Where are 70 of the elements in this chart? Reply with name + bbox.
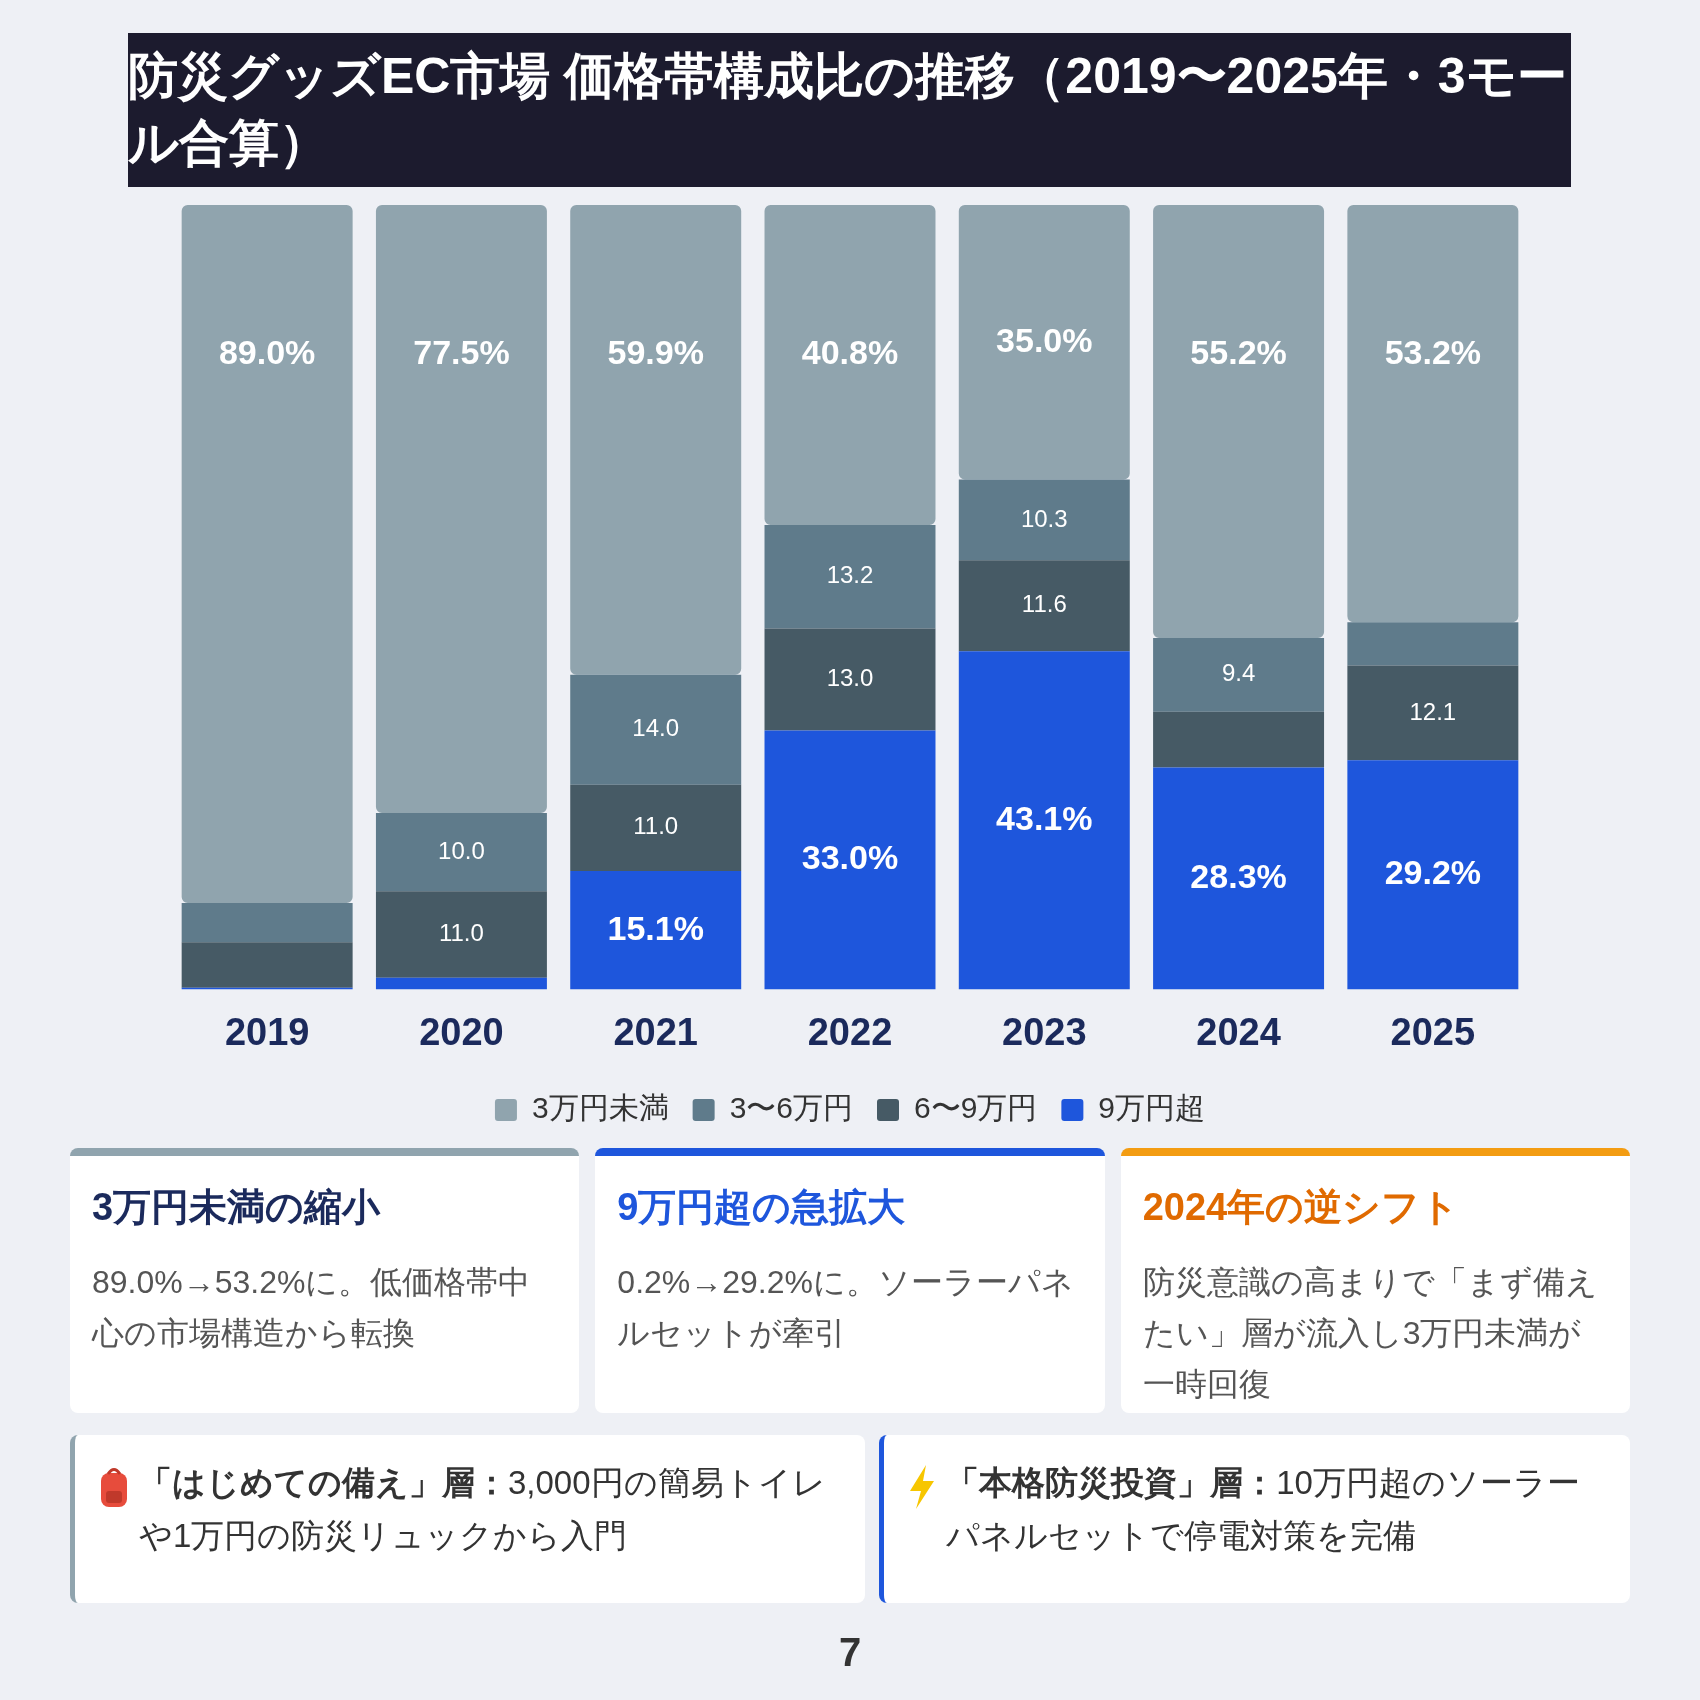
data-label: 11.6 [1021,590,1067,618]
data-label: 15.1% [607,908,704,947]
bar [570,674,742,785]
data-label: 12.1 [1409,697,1457,725]
data-label: 89.0% [218,333,316,372]
data-label: 28.3% [1190,856,1287,895]
bar [375,977,547,990]
bar [1153,205,1325,638]
bar [1347,622,1519,666]
data-label: 43.1% [996,798,1093,837]
x-tick-label: 2024 [1196,1010,1281,1053]
data-label: 11.0 [633,812,679,840]
bar [1153,711,1325,768]
data-label: 10.0 [438,836,485,864]
text: 「はじめての備え」層：3,000円の簡易トイレや1万円の防災リュックから入門 [139,1464,826,1554]
data-label: 59.9% [607,333,704,372]
bar [958,651,1130,990]
bar [764,205,936,526]
bar [958,560,1130,652]
data-label: 13.2 [826,561,874,589]
legend-label: 3万円未満 [531,1091,669,1125]
x-tick-label: 2020 [419,1010,504,1053]
bar [1347,760,1519,990]
bar [958,205,1130,480]
text: 9万円超の急拡大 [617,1185,907,1230]
bar [570,784,742,871]
legend-label: 6〜9万円 [914,1091,1038,1125]
bar [375,891,547,978]
data-label: 14.0 [632,714,680,742]
bar [181,942,353,988]
bar [375,812,547,892]
bar [764,525,936,629]
x-tick-label: 2022 [807,1010,893,1053]
text: 89.0%→53.2%に。低価格帯中心の市場構造から転換 [92,1263,532,1354]
bar [1347,205,1519,623]
data-label: 33.0% [801,838,899,877]
bar [764,730,936,990]
bar [181,903,353,943]
x-tick-label: 2019 [224,1010,310,1053]
x-tick-label: 2023 [1002,1010,1087,1053]
bar [181,205,353,904]
bar [570,205,742,675]
text: 3万円未満の縮小 [92,1185,382,1230]
legend-label: 3〜6万円 [729,1091,854,1125]
data-label: 9.4 [1221,659,1256,687]
x-tick-label: 2021 [613,1010,698,1053]
text: 2024年の逆シフト [1142,1185,1461,1230]
data-label: 13.0 [826,664,874,692]
bar [375,205,547,813]
data-label: 29.2% [1384,853,1482,892]
data-label: 35.0% [996,320,1093,359]
bar [958,479,1130,561]
x-tick-label: 2025 [1390,1010,1476,1053]
text: 「本格防災投資」層：10万円超のソーラーパネルセットで停電対策を完備 [946,1464,1580,1554]
bar [1153,767,1325,990]
bar [1153,637,1325,712]
text: 7 [837,1630,863,1675]
chart-title: 防災グッズEC市場 価格帯構成比の推移（2019〜2025年・3モール合算） [128,33,1571,187]
bar [570,870,742,990]
data-label: 11.0 [438,919,484,947]
legend-label: 9万円超 [1098,1091,1206,1125]
data-label: 40.8% [801,333,899,372]
bar [764,628,936,731]
data-label: 55.2% [1190,333,1287,372]
data-label: 77.5% [413,333,510,372]
data-label: 10.3 [1020,504,1068,532]
data-label: 53.2% [1384,333,1482,372]
text: 防災意識の高まりで「まず備えたい」層が流入し3万円未満が一時回復 [1142,1263,1599,1405]
bar [1347,665,1519,761]
text: 0.2%→29.2%に。ソーラーパネルセットが牽引 [617,1263,1075,1354]
